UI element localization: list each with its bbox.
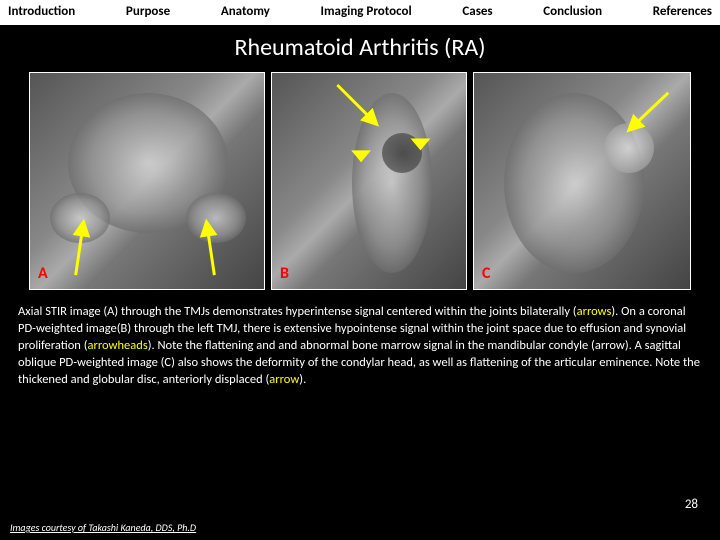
panel-label-c: C <box>482 264 490 283</box>
nav-references[interactable]: References <box>653 4 712 19</box>
caption-arrowheads: arrowheads <box>88 338 148 353</box>
nav-bar: Introduction Purpose Anatomy Imaging Pro… <box>0 0 720 25</box>
caption-part-1: Axial STIR image (A) through the TMJs de… <box>18 304 577 319</box>
image-panel-a: A <box>29 72 265 290</box>
slide-title: Rheumatoid Arthritis (RA) <box>0 25 720 72</box>
panel-label-b: B <box>280 264 289 283</box>
caption-text: Axial STIR image (A) through the TMJs de… <box>0 290 720 388</box>
nav-conclusion[interactable]: Conclusion <box>543 4 602 19</box>
nav-imaging-protocol[interactable]: Imaging Protocol <box>321 4 412 19</box>
images-row: A B C <box>0 72 720 290</box>
page-number: 28 <box>685 497 698 512</box>
caption-part-4: ). <box>299 372 306 387</box>
nav-purpose[interactable]: Purpose <box>126 4 170 19</box>
image-panel-c: C <box>473 72 691 290</box>
panel-label-a: A <box>38 264 48 283</box>
caption-arrow-3: arrow <box>269 372 299 387</box>
nav-introduction[interactable]: Introduction <box>8 4 75 19</box>
image-panel-b: B <box>271 72 467 290</box>
nav-anatomy[interactable]: Anatomy <box>221 4 270 19</box>
image-courtesy: Images courtesy of Takashi Kaneda, DDS, … <box>10 521 196 534</box>
nav-cases[interactable]: Cases <box>462 4 492 19</box>
caption-arrows-1: arrows <box>577 304 612 319</box>
